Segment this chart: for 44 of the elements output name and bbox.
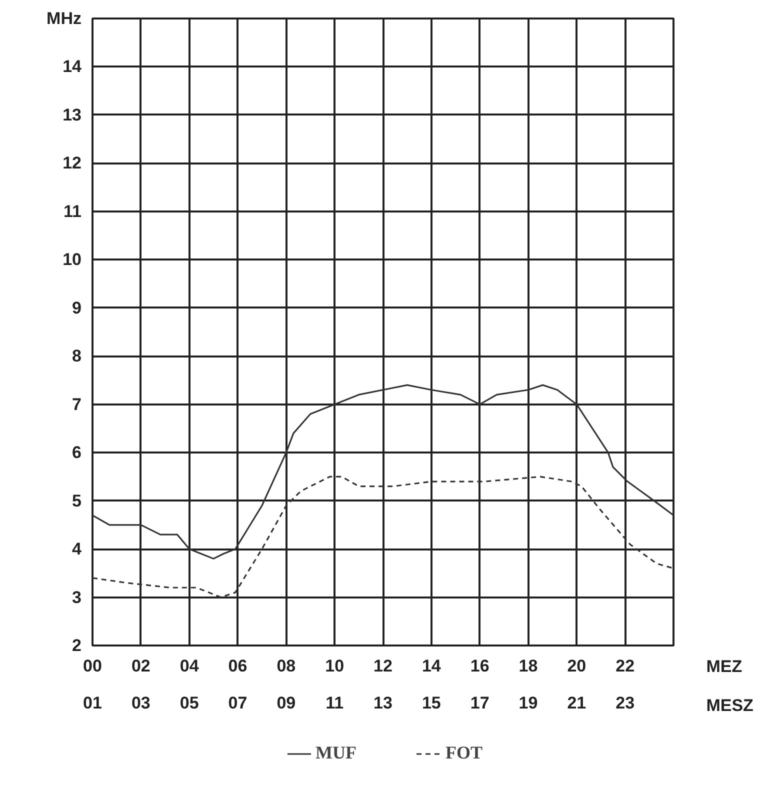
x2-tick-label: 21 [567,694,586,712]
x2-tick-label: 23 [616,694,635,712]
x2-tick-label: 15 [422,694,441,712]
x-tick-label: 22 [616,656,635,676]
x2-tick-label: 11 [326,694,344,712]
x2-tick-label: 13 [374,694,392,712]
y-tick-label: 4 [72,540,82,559]
y-tick-label: 9 [72,298,82,318]
x-tick-label: 02 [131,656,150,676]
x-tick-label: 00 [83,656,102,676]
y-tick-label: 10 [62,250,82,270]
x-tick-label: 18 [518,656,538,676]
x2-tick-label: 01 [83,694,102,712]
y-axis-title: MHz [46,9,82,28]
y-tick-label: 7 [72,394,82,414]
line-series [92,476,674,598]
y-tick-label: 5 [72,491,82,510]
x-axis-title: MEZ [706,657,742,676]
x2-tick-label: 19 [518,694,538,712]
y-tick-label: 2 [72,636,82,655]
x-tick-label: 14 [422,656,442,676]
y-tick-label: 11 [64,202,82,221]
x2-tick-label: 09 [276,694,296,712]
legend-label: FOT [445,742,482,764]
y-tick-label: 12 [62,154,82,173]
x2-tick-label: 17 [470,694,490,712]
x-tick-label: 10 [325,656,344,676]
x-tick-label: 08 [276,656,296,676]
x2-tick-label: 07 [228,694,248,712]
y-tick-label: 8 [72,346,82,366]
y-tick-label: 6 [72,443,82,462]
y-tick-label: 13 [62,105,82,124]
x2-axis-title: MESZ [706,696,754,715]
x-tick-label: 04 [180,656,200,676]
x-tick-label: 16 [470,656,490,676]
y-tick-label: 3 [72,588,82,607]
x2-tick-label: 05 [180,694,199,712]
x2-tick-label: 03 [131,694,150,712]
x-tick-label: 12 [374,656,392,676]
y-tick-label: 14 [62,57,82,76]
x-tick-label: 06 [228,656,248,676]
line-series [92,384,674,560]
x-tick-label: 20 [567,656,586,676]
legend-label: MUF [316,742,356,764]
